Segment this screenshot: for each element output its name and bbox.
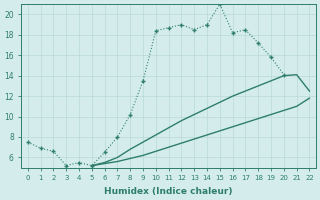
X-axis label: Humidex (Indice chaleur): Humidex (Indice chaleur) bbox=[104, 187, 233, 196]
